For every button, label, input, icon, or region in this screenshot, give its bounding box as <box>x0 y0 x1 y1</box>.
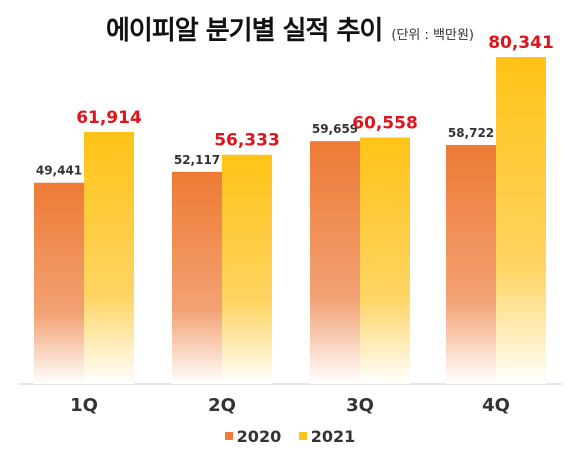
value-label-2021-4Q: 80,341 <box>488 33 554 53</box>
chart-title: 에이피알 분기별 실적 추이 <box>106 16 383 46</box>
chart-title-row: 에이피알 분기별 실적 추이 (단위 : 백만원) <box>0 10 580 47</box>
bar-2020-4Q <box>446 144 496 384</box>
legend-item-2020: 2020 <box>224 426 282 446</box>
bar-2021-2Q <box>222 154 272 384</box>
category-label-2Q: 2Q <box>208 395 236 416</box>
bar-2020-3Q <box>310 141 360 384</box>
labels-group: 49,441 61,914 1Q 52,117 56,333 2Q 59,65960,558… <box>36 33 554 416</box>
legend-item-2021: 2021 <box>298 426 356 446</box>
bars-group <box>34 56 546 384</box>
chart-unit-label: (단위 : 백만원) <box>391 28 474 43</box>
category-label-1Q: 1Q <box>70 395 98 416</box>
legend-label-2021: 2021 <box>310 426 356 446</box>
value-label-2021-3Q: 60,558 <box>352 113 418 133</box>
value-label-2020-1Q: 49,441 <box>36 164 82 178</box>
bar-2020-2Q <box>172 171 222 384</box>
legend-swatch-2020 <box>224 432 233 440</box>
value-label-2020-4Q: 58,722 <box>448 126 494 140</box>
value-label-2021-2Q: 56,333 <box>214 131 280 151</box>
category-label-4Q: 4Q <box>482 395 510 416</box>
value-label-2020-3Q: 59,659 <box>312 122 358 136</box>
value-label-2020-2Q: 52,117 <box>174 153 220 167</box>
bar-2021-3Q <box>360 137 410 384</box>
legend: 2020 2021 <box>0 425 580 446</box>
bar-2021-1Q <box>84 131 134 384</box>
value-label-2021-1Q: 61,914 <box>76 108 142 128</box>
bar-2020-1Q <box>34 182 84 384</box>
legend-swatch-2021 <box>298 432 307 440</box>
category-label-3Q: 3Q <box>346 395 374 416</box>
legend-label-2020: 2020 <box>236 426 282 446</box>
bar-2021-4Q <box>496 56 546 384</box>
